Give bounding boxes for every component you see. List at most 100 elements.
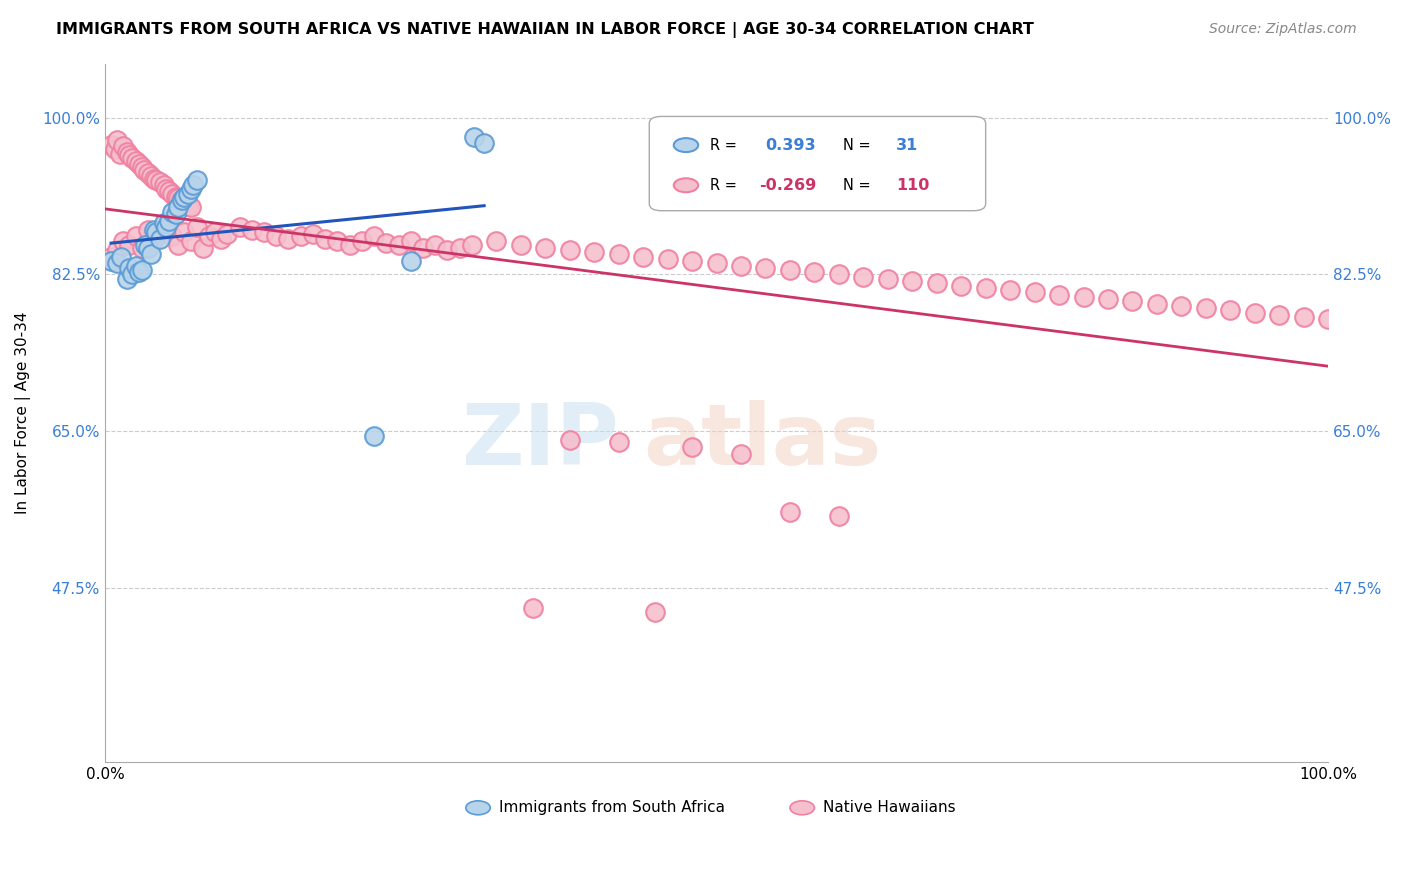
Point [167,200,190,214]
Text: 31: 31 [897,137,918,153]
Y-axis label: In Labor Force | Age 30-34: In Labor Force | Age 30-34 [15,312,31,515]
Point [1195,301,1218,315]
Point [607,434,630,449]
Point [290,229,312,244]
Point [155,182,177,196]
Point [302,227,325,242]
Point [165,207,187,221]
Point [136,166,159,180]
Point [136,241,159,255]
Point [350,235,373,249]
Point [105,244,128,258]
Point [399,254,422,268]
Point [1073,290,1095,304]
Point [134,238,156,252]
Point [240,223,263,237]
Point [730,446,752,460]
Point [730,259,752,273]
Point [339,238,361,252]
Point [509,238,531,252]
Point [180,182,202,196]
Point [108,146,131,161]
Point [901,274,924,288]
Point [1219,303,1241,318]
Text: -0.269: -0.269 [759,178,817,193]
Text: ZIP: ZIP [461,400,619,483]
Text: IMMIGRANTS FROM SOUTH AFRICA VS NATIVE HAWAIIAN IN LABOR FORCE | AGE 30-34 CORRE: IMMIGRANTS FROM SOUTH AFRICA VS NATIVE H… [56,22,1035,38]
Point [155,219,177,234]
Point [754,261,776,276]
Point [162,204,184,219]
Point [363,229,385,244]
Text: N =: N = [842,178,870,193]
Point [1047,288,1070,302]
Point [314,232,336,246]
Point [186,219,208,234]
Point [375,236,398,251]
Point [1317,312,1340,326]
Point [149,232,172,246]
Point [186,173,208,187]
Point [162,229,184,244]
Text: Immigrants from South Africa: Immigrants from South Africa [499,800,725,815]
Point [136,223,159,237]
Point [558,244,581,258]
Point [387,238,409,252]
Point [152,178,174,192]
Point [436,244,458,258]
Point [363,428,385,442]
Point [534,241,557,255]
Point [706,256,728,270]
Point [115,145,138,159]
Point [558,433,581,447]
Point [131,160,153,174]
Point [173,189,195,203]
Point [522,601,544,615]
Point [124,153,146,168]
Point [180,200,202,214]
Point [100,254,122,268]
Point [170,193,193,207]
Point [228,219,250,234]
Circle shape [465,801,491,814]
Point [105,256,128,270]
Point [167,238,190,252]
Point [472,136,495,150]
Point [1146,297,1168,311]
Point [485,235,508,249]
Circle shape [790,801,814,814]
Point [132,162,155,177]
Point [1292,310,1315,324]
Point [104,142,127,156]
Point [128,157,150,171]
Point [112,139,135,153]
Point [131,263,153,277]
Point [115,272,138,286]
Point [449,241,471,255]
Point [681,440,703,454]
Text: atlas: atlas [643,400,882,483]
Circle shape [673,138,699,153]
Point [204,226,226,240]
Point [110,250,132,264]
Point [118,261,141,276]
Point [876,272,898,286]
Point [142,223,165,237]
Point [657,252,679,267]
Point [974,281,997,295]
Point [180,235,202,249]
Point [112,235,135,249]
Point [142,171,165,186]
Point [100,137,122,152]
Point [277,232,299,246]
Point [644,605,666,619]
Text: N =: N = [842,137,870,153]
Point [121,151,143,165]
Point [149,175,172,189]
Point [128,265,150,279]
Text: Native Hawaiians: Native Hawaiians [823,800,956,815]
Point [399,235,422,249]
Point [463,130,485,145]
Point [1268,308,1291,322]
Circle shape [673,178,699,193]
